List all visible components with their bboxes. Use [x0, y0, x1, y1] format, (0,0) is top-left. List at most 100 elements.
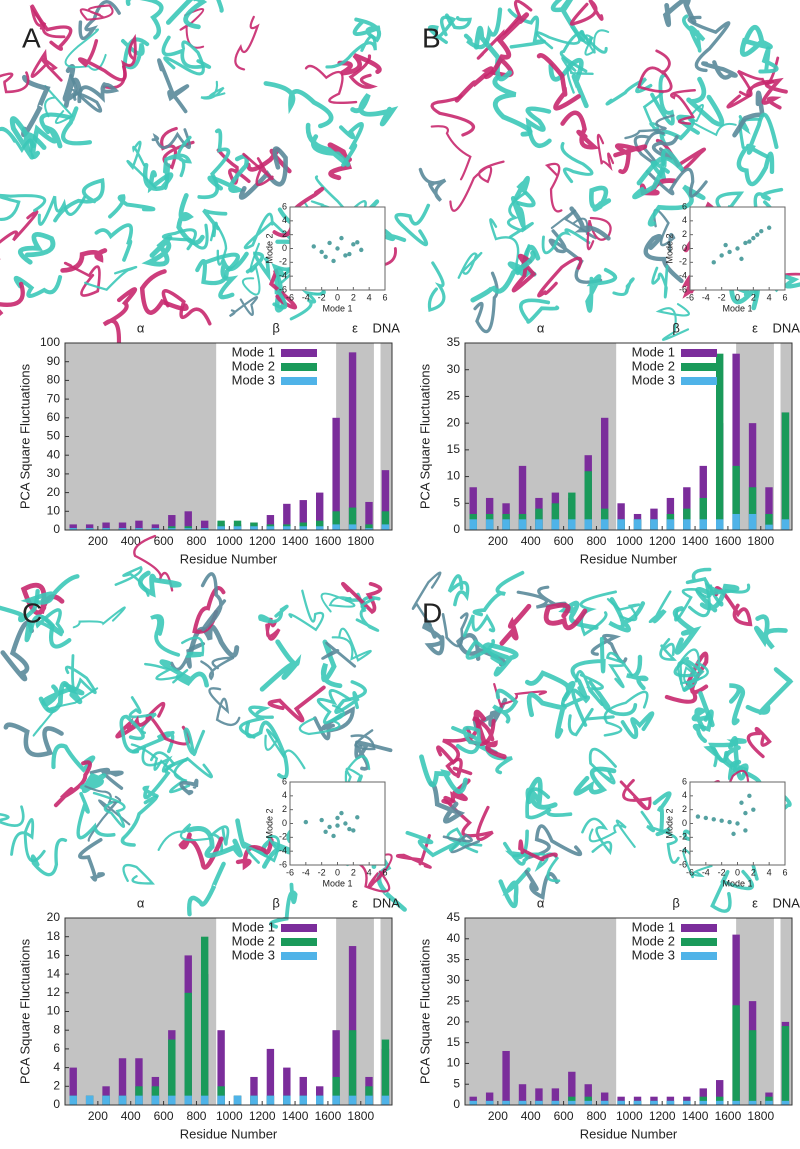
y-tick-label: 10	[47, 1004, 61, 1018]
legend-label: Mode 1	[632, 344, 675, 359]
y-tick-label: 70	[47, 391, 61, 405]
x-axis-label: Residue Number	[580, 551, 678, 566]
inset-y-tick-label: 6	[682, 776, 687, 786]
fluctuation-bar	[135, 520, 143, 530]
fluctuation-bar	[381, 511, 390, 530]
inset-y-tick-label: 4	[282, 790, 287, 800]
inset-x-tick-label: 4	[367, 867, 372, 877]
scatter-point	[747, 239, 752, 244]
ribbon	[651, 265, 669, 299]
fluctuation-bar	[765, 1100, 773, 1105]
x-tick-label: 600	[154, 534, 174, 548]
ribbon	[272, 186, 325, 238]
x-tick-label: 200	[88, 534, 108, 548]
ribbon	[305, 122, 351, 167]
fluctuation-bar	[666, 519, 675, 530]
inset-x-tick-label: -2	[318, 867, 326, 877]
ribbon	[64, 654, 97, 695]
ribbon	[445, 13, 472, 30]
region-shade	[780, 918, 792, 1105]
ribbon	[264, 728, 306, 770]
fluctuation-bar	[683, 1100, 691, 1105]
fluctuation-bar	[118, 522, 127, 530]
fluctuation-bar	[365, 501, 373, 530]
ribbon	[145, 701, 191, 746]
ribbon	[51, 743, 96, 773]
inset-x-tick-label: -4	[702, 292, 710, 302]
scatter-point	[343, 821, 348, 826]
scatter-point	[335, 815, 340, 821]
ribbon	[541, 228, 591, 255]
ribbon	[157, 58, 190, 114]
inset-y-tick-label: 6	[682, 201, 687, 211]
scatter-point	[339, 235, 344, 241]
fluctuation-bar	[69, 1095, 77, 1105]
fluctuation-bar	[316, 492, 324, 530]
scatter-point	[739, 256, 744, 262]
x-tick-label: 1000	[616, 1109, 643, 1123]
ribbon	[588, 680, 638, 717]
ribbon	[337, 53, 382, 76]
ribbon	[672, 606, 702, 655]
scatter-point	[323, 254, 328, 259]
y-tick-label: 0	[53, 1097, 60, 1111]
x-tick-label: 1200	[249, 534, 276, 548]
region-label: β	[672, 320, 679, 335]
ribbon	[588, 747, 617, 785]
fluctuation-bar	[250, 1095, 258, 1105]
ribbon	[348, 54, 378, 89]
x-tick-label: 1600	[315, 534, 342, 548]
inset-x-tick-label: 6	[782, 867, 787, 877]
region-label: α	[537, 320, 545, 335]
ribbon	[150, 614, 181, 657]
ribbon	[78, 39, 127, 82]
fluctuation-bar	[584, 1100, 592, 1105]
y-axis-label: PCA Square Fluctuations	[17, 363, 32, 509]
ribbon	[506, 191, 534, 239]
ribbon	[92, 791, 126, 828]
inset-y-tick-label: 0	[282, 243, 287, 253]
ribbon	[664, 651, 709, 704]
ribbon	[114, 565, 150, 597]
inset-x-tick-label: 0	[335, 867, 340, 877]
inset-y-tick-label: 4	[282, 215, 287, 225]
ribbon	[89, 767, 124, 790]
fluctuation-bar	[85, 524, 94, 530]
ribbon	[151, 128, 192, 150]
ribbon	[331, 627, 372, 662]
fluctuation-bar	[535, 519, 543, 530]
ribbon	[544, 162, 563, 213]
fluctuation-bar	[332, 524, 340, 530]
ribbon	[428, 781, 466, 824]
scatter-point	[327, 240, 332, 246]
fluctuation-bar	[283, 526, 291, 530]
ribbon	[30, 837, 68, 877]
ribbon	[339, 122, 364, 167]
ribbon	[761, 77, 788, 110]
ribbon	[141, 234, 173, 267]
ribbon	[422, 621, 445, 656]
ribbon	[144, 662, 189, 684]
fluctuation-bar	[551, 519, 560, 530]
fluctuation-bar	[365, 524, 373, 530]
ribbon	[334, 680, 367, 714]
ribbon	[543, 602, 588, 631]
inset-y-tick-label: -4	[679, 271, 687, 281]
fluctuation-bar	[502, 1100, 510, 1105]
legend-swatch	[681, 938, 717, 946]
ribbon	[157, 823, 212, 851]
scatter-point	[327, 824, 332, 830]
ribbon	[141, 746, 176, 773]
inset-x-tick-label: 2	[351, 867, 356, 877]
ribbon	[30, 124, 63, 160]
fluctuation-bar	[332, 417, 340, 530]
fluctuation-bar	[716, 1080, 724, 1105]
inset-y-tick-label: -2	[679, 832, 687, 842]
fluctuation-bar	[332, 1030, 340, 1105]
region-shade	[380, 343, 392, 530]
ribbon	[94, 223, 134, 262]
fluctuation-bar	[748, 487, 757, 530]
inset-y-tick-label: 6	[282, 776, 287, 786]
x-tick-label: 1800	[747, 1109, 774, 1123]
y-tick-label: 0	[53, 522, 60, 536]
